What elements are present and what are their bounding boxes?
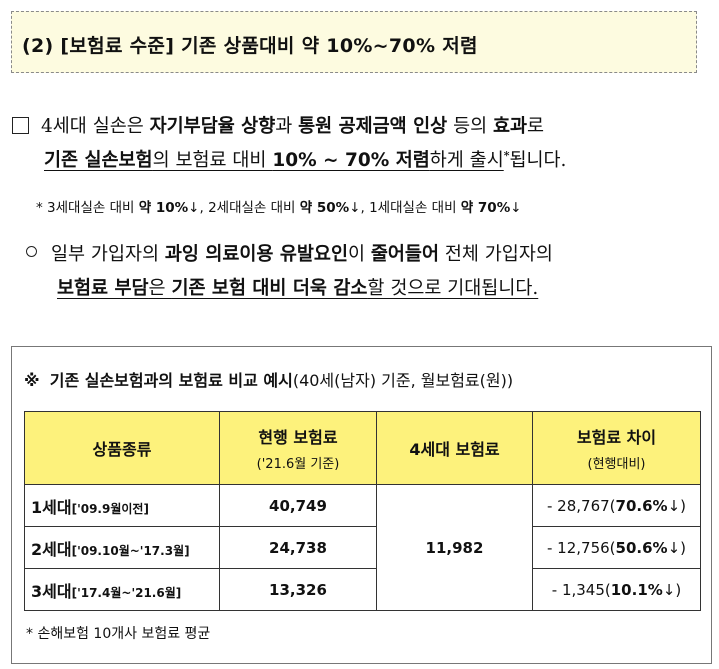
text: 일부 가입자의 <box>51 244 165 265</box>
comparison-table: 상품종류 현행 보험료 ('21.6월 기준) 4세대 보험료 보험료 차이 (현행… <box>24 411 701 611</box>
generation-period: ['17.4월~'21.6월] <box>71 585 182 600</box>
generation-period: ['09.9월이전] <box>71 501 149 516</box>
comparison-title-main: 기존 실손보험과의 보험료 비교 예시 <box>49 371 293 390</box>
text: 로 <box>527 116 545 137</box>
cell-current: 24,738 <box>219 526 377 569</box>
text: 이 <box>347 244 371 265</box>
text: 과 <box>275 116 299 137</box>
cell-generation: 2세대['09.10월~'17.3월] <box>24 526 220 569</box>
table-header-row: 상품종류 현행 보험료 ('21.6월 기준) 4세대 보험료 보험료 차이 (현행… <box>24 411 701 485</box>
heading: (2) [보험료 수준] 기존 상품대비 약 10%~70% 저렴 <box>22 35 478 57</box>
header-sublabel: ('21.6월 기준) <box>256 457 340 472</box>
emphasis: 과잉 의료이용 유발요인 <box>164 244 348 265</box>
cell-diff: - 1,345(10.1%↓) <box>532 568 701 611</box>
cell-generation: 3세대['17.4월~'21.6월] <box>24 568 220 611</box>
comparison-title-sub: (40세(남자) 기준, 월보험료(원)) <box>292 371 514 390</box>
cell-diff: - 12,756(50.6%↓) <box>532 526 701 569</box>
text: ↓, 2세대실손 대비 <box>188 200 300 216</box>
header-label: 현행 보험료 <box>258 428 338 447</box>
text: 4세대 실손은 <box>41 116 150 137</box>
header-sublabel: (현행대비) <box>587 457 646 472</box>
text: ↓ <box>510 200 522 216</box>
text: - 28,767( <box>547 496 616 515</box>
cell-generation: 1세대['09.9월이전] <box>24 484 220 527</box>
text: ↓, 1세대실손 대비 <box>349 200 461 216</box>
generation-label: 1세대 <box>31 497 72 517</box>
text: - 12,756( <box>547 538 616 557</box>
text: 은 <box>148 278 172 299</box>
text: ↓) <box>667 538 686 557</box>
text: 전체 가입자의 <box>438 244 553 265</box>
table-row: 2세대['09.10월~'17.3월] 24,738 - 12,756(50.6… <box>24 526 701 569</box>
emphasis: 약 50% <box>299 200 350 216</box>
text: 됩니다. <box>509 150 567 171</box>
square-bullet-icon <box>12 117 29 134</box>
generation-label: 3세대 <box>31 581 72 601</box>
emphasis: 70.6% <box>615 496 668 515</box>
bullet2-line2: 보험료 부담은 기존 보험 대비 더욱 감소할 것으로 기대됩니다. <box>57 274 538 300</box>
footnote-generations: * 3세대실손 대비 약 10%↓, 2세대실손 대비 약 50%↓, 1세대실… <box>36 196 522 216</box>
cell-current: 13,326 <box>219 568 377 611</box>
emphasis: 보험료 부담 <box>57 278 149 299</box>
emphasis: 50.6% <box>615 538 668 557</box>
emphasis: 자기부담율 상향 <box>149 116 276 137</box>
bullet1-line2: 기존 실손보험의 보험료 대비 10% ~ 70% 저렴하게 출시*됩니다. <box>44 146 566 172</box>
reference-mark: ※ <box>24 371 40 390</box>
emphasis: 효과 <box>493 116 528 137</box>
circle-bullet-icon <box>26 246 37 257</box>
header-gen4: 4세대 보험료 <box>376 411 533 485</box>
emphasis: 통원 공제금액 인상 <box>298 116 448 137</box>
emphasis: 약 70% <box>460 200 511 216</box>
text: * 3세대실손 대비 <box>36 200 139 216</box>
header-current: 현행 보험료 ('21.6월 기준) <box>219 411 377 485</box>
footnote-source: * 손해보험 10개사 보험료 평균 <box>26 626 211 642</box>
text: 등의 <box>447 116 493 137</box>
text: - 1,345( <box>551 580 611 599</box>
table-row: 3세대['17.4월~'21.6월] 13,326 - 1,345(10.1%↓… <box>24 568 701 611</box>
text: 할 것으로 기대됩니다. <box>367 278 539 299</box>
emphasis: 10.1% <box>610 580 663 599</box>
header-label: 상품종류 <box>92 440 152 459</box>
emphasis: 약 10% <box>138 200 189 216</box>
emphasis: 10% ~ 70% 저렴 <box>272 150 430 171</box>
asterisk: * <box>503 148 510 162</box>
text: ↓) <box>662 580 682 599</box>
table-row: 1세대['09.9월이전] 40,749 11,982 - 28,767(70.… <box>24 484 701 611</box>
text: ↓) <box>667 496 686 515</box>
emphasis: 줄어들어 <box>370 244 439 265</box>
comparison-box: ※ 기존 실손보험과의 보험료 비교 예시(40세(남자) 기준, 월보험료(원… <box>11 346 712 664</box>
cell-gen4: 11,982 <box>376 484 533 611</box>
comparison-title: ※ 기존 실손보험과의 보험료 비교 예시(40세(남자) 기준, 월보험료(원… <box>24 367 513 391</box>
emphasis: 기존 보험 대비 더욱 감소 <box>171 278 368 299</box>
heading-box: (2) [보험료 수준] 기존 상품대비 약 10%~70% 저렴 <box>11 11 697 73</box>
cell-diff: - 28,767(70.6%↓) <box>532 484 701 527</box>
header-label: 보험료 차이 <box>576 428 657 447</box>
cell-current: 40,749 <box>219 484 377 527</box>
emphasis: 기존 실손보험 <box>44 150 153 171</box>
header-diff: 보험료 차이 (현행대비) <box>532 411 701 485</box>
generation-label: 2세대 <box>31 539 72 559</box>
generation-period: ['09.10월~'17.3월] <box>71 543 190 558</box>
text: 하게 출시 <box>429 150 504 171</box>
header-label: 4세대 보험료 <box>409 440 500 459</box>
bullet1-line1: 4세대 실손은 자기부담율 상향과 통원 공제금액 인상 등의 효과로 <box>12 112 544 138</box>
text: 의 보험료 대비 <box>152 150 273 171</box>
bullet2-line1: 일부 가입자의 과잉 의료이용 유발요인이 줄어들어 전체 가입자의 <box>26 240 553 266</box>
header-type: 상품종류 <box>24 411 220 485</box>
